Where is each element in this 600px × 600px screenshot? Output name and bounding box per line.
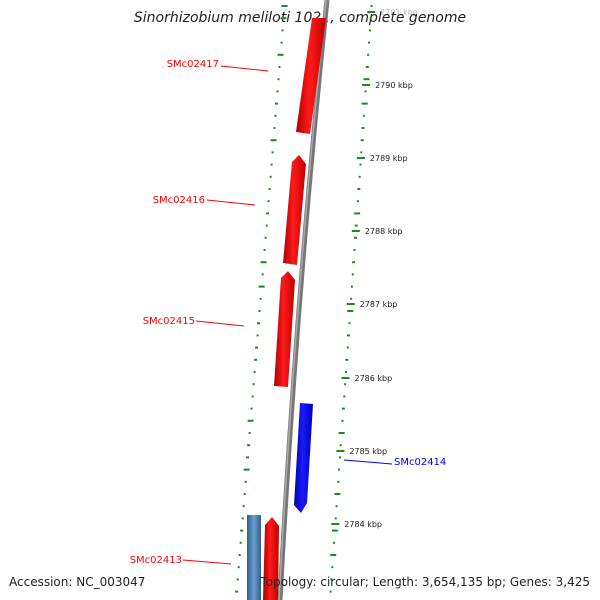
genome-backbone [277,0,330,600]
leader-line-smc02415 [195,320,245,327]
gene-features [247,18,326,600]
scale-tick-label: 2789 kbp [370,154,408,163]
leader-line-smc02413 [182,559,232,565]
accession-label: Accession: NC_003047 [9,575,145,589]
gc-skew-track-outer [329,5,373,593]
gene-label-smc02414[interactable]: SMc02414 [394,457,446,468]
gene-arrow-smc02413[interactable] [263,517,279,600]
scale-tick-label: 2787 kbp [360,300,398,309]
gene-labels: SMc02417 SMc02416 SMc02415 SMc02414 SMc0… [130,59,447,566]
scale-tick-label: 2788 kbp [365,227,403,236]
feature-block-blue[interactable] [247,515,261,600]
gene-arrow-smc02416[interactable] [283,155,306,265]
gene-label-smc02413[interactable]: SMc02413 [130,555,182,566]
scale-ticks: 2791 kbp 2790 kbp 2789 kbp 2788 kbp 2787 kbp… [331,8,418,529]
scale-tick-label: 2786 kbp [355,374,393,383]
scale-tick-label: 2785 kbp [349,447,387,456]
gene-label-smc02415[interactable]: SMc02415 [143,316,195,327]
gc-skew-track-inner [235,5,288,593]
leader-line-smc02416 [206,199,256,206]
leader-line-smc02414 [343,459,393,465]
gene-label-smc02416[interactable]: SMc02416 [153,195,205,206]
gene-arrow-smc02415[interactable] [274,271,295,387]
scale-tick-label: 2790 kbp [375,81,413,90]
gene-arrow-smc02414[interactable] [294,403,313,513]
genome-summary: Topology: circular; Length: 3,654,135 bp… [259,575,590,589]
gene-label-smc02417[interactable]: SMc02417 [167,59,219,70]
gene-arrow-smc02417[interactable] [296,18,326,134]
scale-tick-label: 2784 kbp [344,520,382,529]
map-title: Sinorhizobium meliloti 1021, complete ge… [134,10,466,26]
scale-tick-label: 2791 kbp [380,8,418,17]
leader-line-smc02417 [220,65,269,72]
